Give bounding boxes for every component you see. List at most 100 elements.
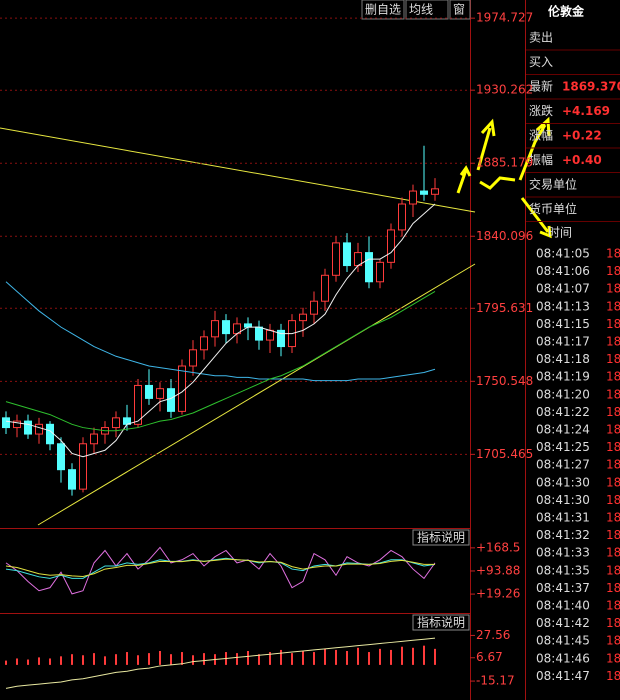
tick-time: 08:41:22 [536,405,590,419]
quote-value: 1869.370 [562,80,620,94]
toolbar-button[interactable] [405,0,449,20]
candle-body [2,417,10,429]
tick-time: 08:41:20 [536,387,590,401]
tick-time: 08:41:37 [536,581,590,595]
tick-price: 18 [606,475,620,489]
tick-time: 08:41:45 [536,634,590,648]
tick-time: 08:41:31 [536,511,590,525]
toolbar-button[interactable] [449,0,471,20]
candle-body [46,423,54,445]
candle-body [343,242,351,267]
y-tick-label: 1705.465 [476,447,533,461]
tick-price: 18 [606,423,620,437]
y-tick-label: +19.26 [476,587,520,601]
y-tick-label: 6.67 [476,650,503,664]
y-tick-label: +93.88 [476,563,520,577]
toolbar-label: 删自选 [365,3,401,17]
tick-price: 18 [606,669,620,683]
y-tick-label: 1840.096 [476,229,533,243]
tick-price: 18 [606,563,620,577]
tick-time: 08:41:46 [536,651,590,665]
tick-time: 08:41:13 [536,299,590,313]
quote-title: 伦敦金 [548,4,585,19]
tick-price: 18 [606,264,620,278]
button[interactable] [412,614,470,631]
tick-time: 08:41:24 [536,423,590,437]
candle-body [299,313,307,322]
quote-value: +0.40 [562,153,602,167]
tick-price: 18 [606,335,620,349]
candle-body [167,388,175,412]
quote-value: +4.169 [562,104,610,118]
candle-body [145,384,153,399]
line [5,637,436,689]
candle-body [266,329,274,341]
candle-body [376,261,384,283]
tick-price: 18 [606,352,620,366]
candle-body [255,326,263,341]
candle-body [211,320,219,338]
tick-price: 18 [606,458,620,472]
candle-body [112,417,120,429]
quote-label: 最新 [529,79,553,94]
button[interactable] [412,529,470,546]
button-label: 指标说明 [417,615,465,630]
candle-body [409,190,417,205]
quote-label: 交易单位 [529,177,577,192]
tick-time: 08:41:32 [536,528,590,542]
tick-time: 08:41:27 [536,458,590,472]
candle-body [13,420,21,429]
candle-body [321,274,329,302]
tick-price: 18 [606,299,620,313]
tick-price: 18 [606,511,620,525]
tick-time: 08:41:35 [536,563,590,577]
y-tick-label: 1885.179 [476,156,533,170]
candle-body [35,423,43,435]
candle-body [200,336,208,351]
tick-price: 18 [606,616,620,630]
tick-price: 18 [606,282,620,296]
tick-time: 08:41:30 [536,475,590,489]
candle-body [310,300,318,315]
tick-time: 08:41:25 [536,440,590,454]
quote-label: 涨幅 [529,128,553,143]
tick-time: 08:41:17 [536,335,590,349]
y-tick-label: 1974.727 [476,11,533,25]
candle-body [365,252,373,283]
candle-body [189,349,197,367]
tick-price: 18 [606,440,620,454]
tick-price: 18 [606,387,620,401]
line [5,203,436,458]
toolbar-button[interactable] [361,0,405,20]
line [5,291,436,432]
tick-time: 08:41:15 [536,317,590,331]
quote-label: 买入 [529,55,553,69]
tick-price: 18 [606,528,620,542]
button-label: 指标说明 [417,530,465,545]
y-tick-label: 27.56 [476,628,510,642]
tick-time: 08:41:06 [536,264,590,278]
candle-body [79,443,87,490]
toolbar-label: 均线 [409,3,433,17]
tick-time: 08:41:05 [536,247,590,261]
time-header: 时间 [548,226,572,240]
y-tick-label: -15.17 [476,674,515,688]
candle-body [134,384,142,425]
candle-body [57,443,65,471]
line [5,281,436,382]
trend-line [0,127,476,213]
tick-price: 18 [606,546,620,560]
tick-price: 18 [606,247,620,261]
line [5,558,435,578]
tick-price: 18 [606,651,620,665]
trend-line [37,263,476,526]
tick-time: 08:41:07 [536,282,590,296]
tick-time: 08:41:42 [536,616,590,630]
candle-body [90,433,98,445]
quote-label: 涨跌 [529,103,553,118]
quote-label: 货币单位 [529,201,577,216]
tick-price: 18 [606,634,620,648]
